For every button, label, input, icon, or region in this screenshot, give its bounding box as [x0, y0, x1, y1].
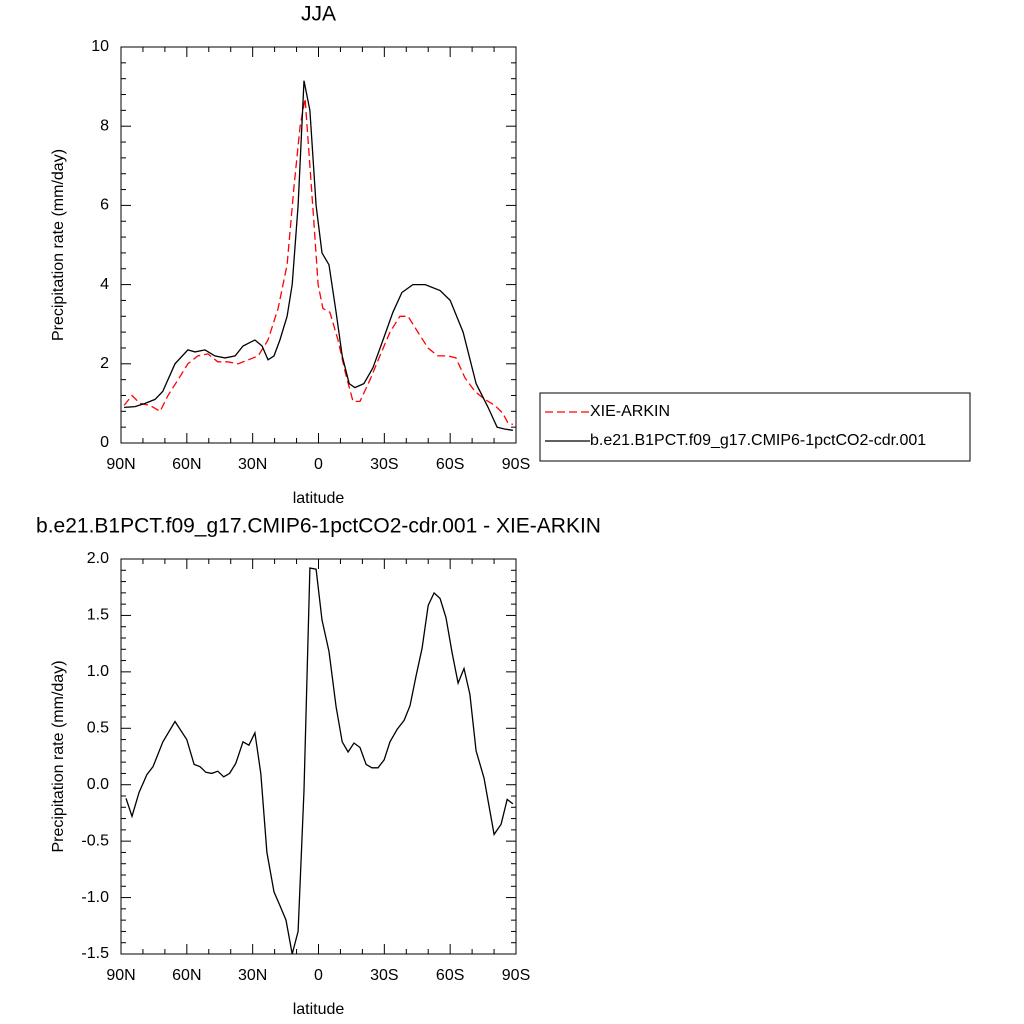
- y-tick-label: -0.5: [81, 832, 109, 849]
- x-tick-label: 60S: [436, 456, 464, 473]
- plot-frame: [120, 46, 517, 444]
- y-tick-label: 1.5: [87, 607, 109, 624]
- x-tick-label: 60N: [172, 967, 201, 984]
- y-tick-label: -1.5: [81, 945, 109, 962]
- x-tick-label: 90S: [502, 456, 530, 473]
- x-tick-label: 30N: [238, 456, 267, 473]
- x-tick-label: 30N: [238, 967, 267, 984]
- x-tick-label: 0: [314, 967, 323, 984]
- x-tick-label: 90S: [502, 967, 530, 984]
- y-tick-label: 6: [100, 197, 109, 214]
- x-axis-label: latitude: [293, 1001, 345, 1018]
- y-tick-label: 8: [100, 117, 109, 134]
- y-tick-label: 0: [100, 434, 109, 451]
- chart-title: b.e21.B1PCT.f09_g17.CMIP6-1pctCO2-cdr.00…: [36, 515, 601, 538]
- x-tick-label: 60N: [172, 456, 201, 473]
- legend-label: b.e21.B1PCT.f09_g17.CMIP6-1pctCO2-cdr.00…: [590, 432, 926, 449]
- legend-box: [539, 392, 971, 462]
- y-tick-label: 4: [100, 276, 109, 293]
- y-tick-label: -1.0: [81, 889, 109, 906]
- plot-frame: [120, 558, 517, 955]
- data-line: [123, 98, 514, 426]
- y-axis-label: Precipitation rate (mm/day): [50, 149, 67, 341]
- y-tick-label: 10: [91, 38, 109, 55]
- x-tick-label: 90N: [106, 456, 135, 473]
- data-line: [124, 80, 513, 431]
- y-tick-label: 1.0: [87, 663, 109, 680]
- chart-title: JJA: [301, 3, 336, 26]
- x-tick-label: 30S: [370, 967, 398, 984]
- y-axis-label: Precipitation rate (mm/day): [50, 660, 67, 852]
- data-line: [125, 567, 514, 955]
- y-tick-label: 2: [100, 355, 109, 372]
- x-tick-label: 0: [314, 456, 323, 473]
- x-tick-label: 90N: [106, 967, 135, 984]
- x-tick-label: 60S: [436, 967, 464, 984]
- x-axis-label: latitude: [293, 490, 345, 507]
- x-tick-label: 30S: [370, 456, 398, 473]
- y-tick-label: 0.5: [87, 720, 109, 737]
- y-tick-label: 2.0: [87, 550, 109, 567]
- y-tick-label: 0.0: [87, 776, 109, 793]
- legend-label: XIE-ARKIN: [590, 403, 670, 420]
